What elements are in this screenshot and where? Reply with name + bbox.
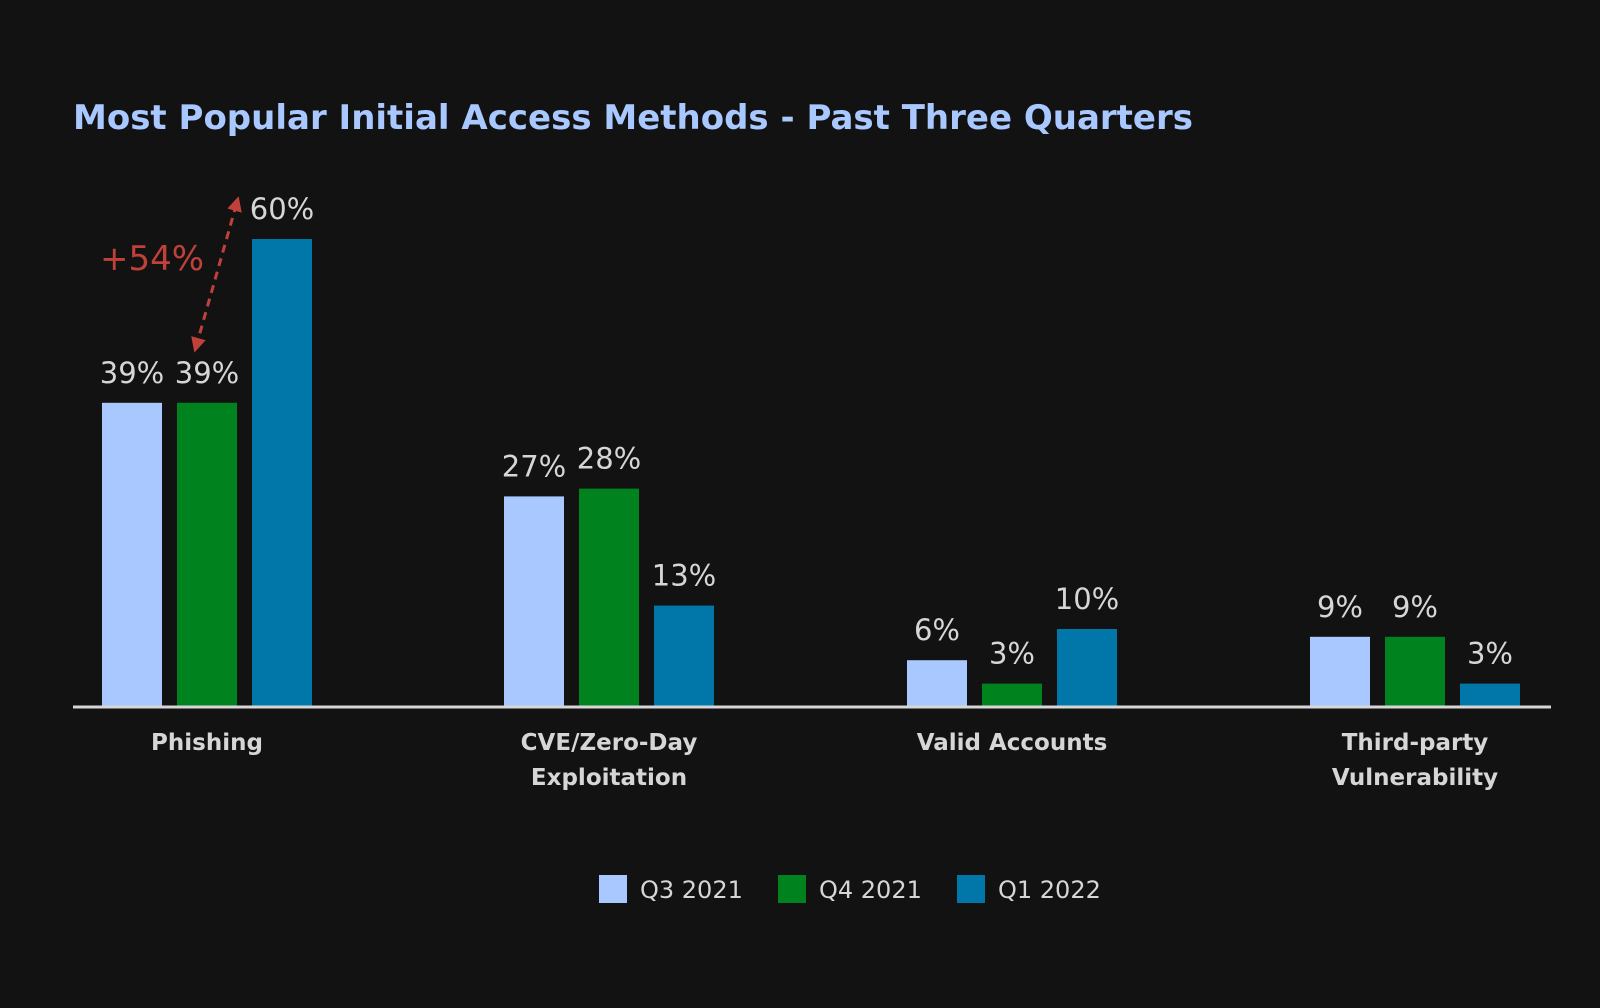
value-label: 28%	[577, 442, 641, 476]
bar-q1-2022-cat-0	[252, 239, 312, 707]
bars-group	[102, 239, 1520, 707]
category-label: Vulnerability	[1332, 765, 1498, 791]
value-label: 60%	[250, 192, 314, 226]
bar-q4-2021-cat-2	[982, 683, 1042, 707]
legend-label: Q1 2022	[998, 876, 1101, 904]
value-label: 39%	[175, 356, 239, 390]
bar-q3-2021-cat-0	[102, 402, 162, 707]
bar-q4-2021-cat-0	[177, 402, 237, 707]
annotation-group: +54%	[100, 196, 242, 353]
legend-label: Q4 2021	[819, 876, 922, 904]
value-label: 39%	[100, 356, 164, 390]
bar-q4-2021-cat-1	[579, 488, 639, 707]
legend-label: Q3 2021	[640, 876, 743, 904]
bar-q1-2022-cat-3	[1460, 683, 1520, 707]
bar-q3-2021-cat-2	[907, 660, 967, 707]
value-label: 10%	[1055, 582, 1119, 616]
value-label: 6%	[914, 613, 960, 647]
category-label: Valid Accounts	[917, 730, 1108, 756]
category-label: CVE/Zero-Day	[521, 730, 698, 756]
category-label: Phishing	[151, 730, 263, 756]
value-label: 9%	[1317, 590, 1363, 624]
value-label: 13%	[652, 559, 716, 593]
bar-q3-2021-cat-3	[1310, 636, 1370, 707]
change-annotation-label: +54%	[100, 239, 204, 279]
value-label: 3%	[989, 637, 1035, 671]
legend-swatch-q4-2021	[778, 875, 806, 903]
value-label: 9%	[1392, 590, 1438, 624]
bar-q4-2021-cat-3	[1385, 636, 1445, 707]
legend: Q3 2021 Q4 2021 Q1 2022	[599, 875, 1101, 904]
chart-title: Most Popular Initial Access Methods - Pa…	[73, 98, 1193, 138]
bar-q3-2021-cat-1	[504, 496, 564, 707]
legend-swatch-q3-2021	[599, 875, 627, 903]
value-labels-group: 39% 39% 60% 27% 28% 13% 6% 3% 10% 9% 9% 3%	[100, 192, 1513, 671]
legend-swatch-q1-2022	[957, 875, 985, 903]
value-label: 3%	[1467, 637, 1513, 671]
value-label: 27%	[502, 449, 566, 483]
change-arrow	[191, 196, 242, 353]
category-labels-group: Phishing CVE/Zero-Day Exploitation Valid Ac…	[151, 730, 1498, 791]
bar-q1-2022-cat-1	[654, 605, 714, 707]
category-label: Third-party	[1342, 730, 1489, 756]
bar-q1-2022-cat-2	[1057, 629, 1117, 707]
category-label: Exploitation	[531, 765, 687, 791]
